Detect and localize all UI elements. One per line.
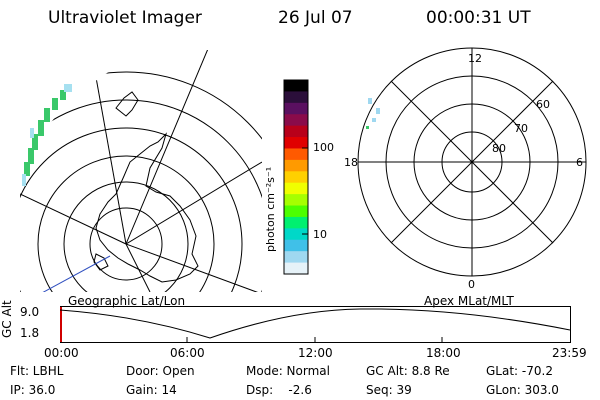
colorbar-band [284,228,308,241]
mlat-label-80: 80 [492,142,506,155]
gc-altitude-readout: GC Alt: 8.8 Re [366,364,450,378]
colorbar-band [284,159,308,172]
colorbar-band [284,80,308,93]
door-readout: Door: Open [126,364,195,378]
time-tick-2359: 23:59 [552,346,587,360]
time-tick-0000: 00:00 [44,346,79,360]
colorbar-band [284,171,308,184]
colorbar-band [284,216,308,229]
mlat-label-60: 60 [536,98,550,111]
mlt-label-bottom: 0 [468,278,475,291]
colorbar-band [284,91,308,104]
time-tick-1200: 12:00 [298,346,333,360]
sequence-readout: Seq: 39 [366,383,412,397]
colorbar-band [284,125,308,138]
colorbar-unit-label: photon cm⁻²s⁻¹ [264,167,277,252]
dsp-readout: Dsp: -2.6 [246,383,312,397]
geo-longitude-readout: GLon: 303.0 [486,383,559,397]
mlt-label-top: 12 [468,52,482,65]
colorbar-band [284,182,308,195]
altitude-tick-high: 9.0 [20,305,40,319]
intensity-colorbar: photon cm⁻²s⁻¹ [264,79,309,275]
altitude-tick-low: 1.8 [20,326,40,340]
colorbar-band [284,205,308,218]
time-label: 00:00:31 UT [426,8,531,28]
altitude-timeline-plot [60,306,571,343]
time-tick-1800: 18:00 [426,346,461,360]
instrument-title: Ultraviolet Imager [48,8,202,28]
mlt-label-right: 6 [576,156,583,169]
colorbar-band [284,102,308,115]
altitude-axis-label: GC Alt [0,300,14,338]
mlat-label-70: 70 [514,122,528,135]
colorbar-band [284,114,308,127]
colorbar-band [284,148,308,161]
apex-projection-label: Apex MLat/MLT [424,294,514,308]
colorbar-tick-10: 10 [313,228,327,241]
colorbar-band [284,194,308,207]
time-tick-0600: 06:00 [170,346,205,360]
mlt-label-left: 18 [344,156,358,169]
gain-readout: Gain: 14 [126,383,177,397]
magnetic-polar-plot: 12 18 6 0 60 70 80 [344,47,587,291]
colorbar-tick-100: 100 [313,141,334,154]
colorbar-band [284,137,308,150]
ip-readout: IP: 36.0 [10,383,56,397]
colorbar-band [284,262,308,275]
geo-latitude-readout: GLat: -70.2 [486,364,553,378]
date-label: 26 Jul 07 [278,8,353,28]
colorbar-band [284,251,308,264]
mode-readout: Mode: Normal [246,364,330,378]
colorbar-band [284,239,308,252]
geographic-projection-label: Geographic Lat/Lon [68,294,186,308]
geographic-map [20,50,262,292]
filter-readout: Flt: LBHL [10,364,64,378]
